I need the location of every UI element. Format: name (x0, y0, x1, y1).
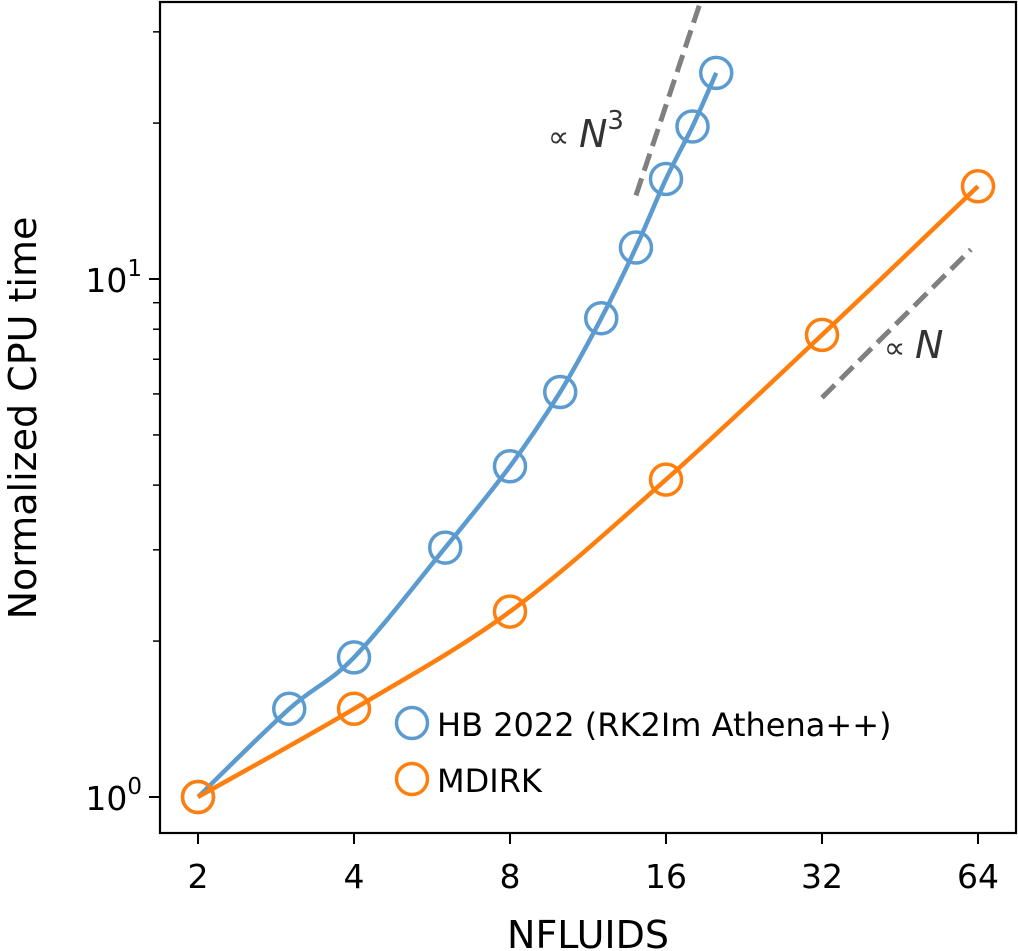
data-point-marker (675, 109, 710, 144)
legend-label: MDIRK (437, 762, 543, 800)
proportional-symbol: ∝ (884, 331, 915, 366)
legend: HB 2022 (RK2Im Athena++) MDIRK (394, 705, 891, 800)
data-point-marker (180, 779, 216, 815)
y-axis-label: Normalized CPU time (1, 217, 45, 620)
data-point-marker (648, 161, 684, 197)
series-mdirk (180, 169, 996, 815)
exponent: 3 (607, 106, 624, 136)
x-tick-label: 8 (500, 857, 521, 896)
y-tick-label-base: 10 (85, 261, 127, 300)
x-axis-label: NFLUIDS (507, 913, 669, 951)
axes-box (158, 0, 1018, 835)
reference-lines: ∝ N3∝ N (548, 0, 973, 400)
y-tick-label: 100 (85, 774, 142, 818)
y-tick-label-exponent: 1 (127, 256, 142, 282)
data-point-marker (428, 530, 463, 565)
y-tick-label: 101 (85, 256, 142, 300)
data-point-marker (698, 55, 734, 91)
reference-line-label: ∝ N3 (548, 106, 624, 156)
y-tick-label-exponent: 0 (127, 774, 142, 800)
data-point-marker (272, 691, 307, 727)
reference-line-label: ∝ N (884, 323, 943, 367)
x-tick-label: 32 (801, 857, 843, 896)
proportional-symbol: ∝ (548, 120, 579, 155)
variable-n: N (579, 112, 607, 156)
data-point-marker (618, 230, 654, 265)
legend-marker (394, 761, 430, 797)
x-tick-label: 2 (188, 857, 209, 896)
data-point-marker (492, 449, 528, 484)
legend-label: HB 2022 (RK2Im Athena++) (437, 706, 891, 744)
x-tick-label: 4 (344, 857, 365, 896)
data-point-marker (542, 374, 578, 410)
data-point-marker (648, 462, 684, 497)
plot-frame (158, 0, 1018, 835)
data-point-marker (960, 169, 996, 204)
data-point-marker (492, 594, 528, 629)
data-series (180, 55, 996, 815)
data-point-marker (336, 691, 372, 727)
y-tick-label-base: 10 (85, 779, 127, 818)
x-axis-ticks: 2 4 8 16 32 64 (188, 833, 999, 896)
series-line (196, 71, 719, 799)
x-tick-label: 16 (645, 857, 687, 896)
variable-n: N (915, 323, 943, 367)
data-point-marker (336, 640, 372, 675)
reference-line (820, 247, 973, 400)
data-point-marker (584, 300, 619, 336)
series-hb-2022 (180, 55, 734, 815)
x-tick-label: 64 (957, 857, 999, 896)
legend-marker (394, 705, 430, 741)
data-point-marker (804, 317, 840, 353)
reference-line (633, 0, 704, 197)
